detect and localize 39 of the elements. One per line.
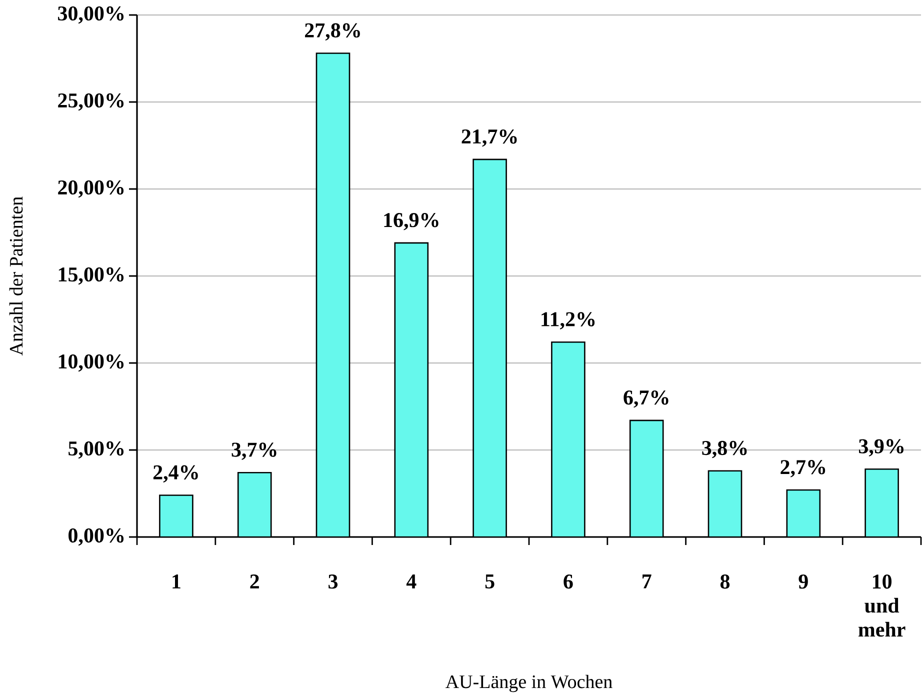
data-label: 3,9% — [858, 439, 904, 456]
bar — [394, 242, 429, 538]
data-label: 6,7% — [624, 390, 668, 408]
bar — [472, 158, 507, 538]
data-label: 3,8% — [702, 440, 747, 458]
data-label: 2,4% — [153, 465, 198, 482]
bar — [159, 494, 194, 538]
y-tick-label: 30,00% — [58, 6, 124, 24]
bar — [629, 420, 664, 538]
y-tick-label: 0,00% — [68, 528, 124, 546]
x-tick-label: 3 — [328, 574, 338, 589]
y-tick-label: 5,00% — [68, 441, 124, 459]
x-axis-title: AU-Länge in Wochen — [446, 674, 612, 692]
x-tick-label: 4 — [406, 574, 416, 588]
x-tick-label: 1 — [172, 574, 180, 588]
x-tick-label: 6 — [564, 574, 573, 589]
data-label: 2,7% — [780, 460, 826, 478]
data-label: 16,9% — [384, 212, 438, 230]
y-tick-label: 25,00% — [58, 93, 124, 111]
y-tick-label: 20,00% — [58, 180, 124, 198]
y-tick-label: 15,00% — [58, 267, 124, 285]
x-tick-label: 5 — [485, 574, 494, 588]
bar — [864, 468, 899, 538]
bar — [708, 470, 742, 538]
x-tick-label: 7 — [642, 574, 652, 588]
x-tick-label: 10 und mehr — [858, 574, 906, 637]
data-label: 27,8% — [305, 23, 360, 41]
x-tick-label: 8 — [720, 574, 730, 589]
bar — [237, 472, 272, 538]
y-tick-label: 10,00% — [58, 354, 124, 372]
x-tick-label: 9 — [798, 574, 808, 589]
y-axis-title: Anzahl der Patienten — [9, 196, 23, 356]
bar — [551, 341, 586, 538]
data-label: 21,7% — [462, 129, 517, 147]
x-tick-label: 2 — [250, 574, 259, 588]
bar — [316, 52, 350, 538]
bar — [786, 489, 821, 538]
data-label: 11,2% — [542, 312, 595, 330]
data-label: 3,7% — [232, 442, 276, 460]
